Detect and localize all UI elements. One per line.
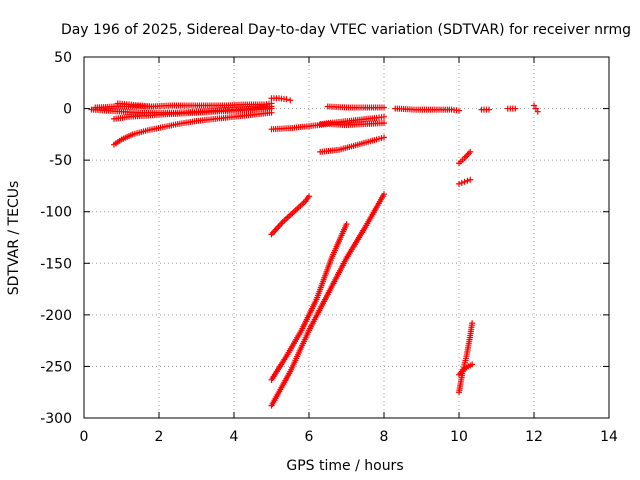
data-point	[512, 105, 519, 112]
data-point	[456, 107, 462, 114]
x-tick-label: 6	[305, 429, 314, 445]
x-tick-label: 12	[525, 429, 543, 445]
y-tick-label: -150	[40, 256, 72, 272]
axis-ticks: 0 2 4 6 8 10 12 14 50 0 -50 -100 -150 -200 -250 -300	[40, 50, 618, 445]
x-tick-label: 8	[380, 429, 389, 445]
data-points	[88, 95, 541, 409]
data-point	[287, 97, 294, 104]
data-point	[381, 191, 387, 198]
data-point	[532, 105, 539, 112]
data-point	[467, 176, 474, 183]
data-point	[458, 179, 465, 186]
y-tick-label: -100	[40, 205, 72, 221]
y-tick-label: 0	[63, 102, 72, 118]
x-tick-label: 2	[155, 429, 164, 445]
y-tick-label: -300	[40, 411, 72, 427]
data-point	[148, 103, 155, 110]
data-point	[464, 177, 471, 184]
data-point	[343, 221, 350, 228]
data-point	[283, 96, 290, 103]
x-tick-label: 14	[600, 429, 618, 445]
data-point	[531, 102, 537, 109]
data-point	[469, 320, 476, 327]
data-point	[381, 104, 387, 111]
data-point	[534, 108, 541, 115]
y-tick-label: -200	[40, 308, 72, 324]
x-axis-label: GPS time / hours	[286, 458, 403, 474]
y-axis-label: SDTVAR / TECUs	[6, 181, 22, 296]
data-point	[381, 120, 387, 127]
y-tick-label: -50	[49, 153, 72, 169]
data-point	[456, 180, 462, 187]
y-tick-label: 50	[54, 50, 72, 66]
data-point	[381, 134, 387, 141]
data-point	[381, 113, 387, 120]
plot-border	[83, 56, 610, 419]
x-tick-label: 0	[80, 429, 89, 445]
data-point	[461, 178, 468, 185]
data-point	[486, 106, 492, 113]
data-point	[469, 361, 476, 368]
data-point	[268, 100, 275, 107]
data-point	[306, 193, 312, 200]
data-point	[467, 148, 474, 155]
y-tick-label: -250	[40, 359, 72, 375]
data-point	[268, 109, 275, 116]
x-tick-label: 10	[450, 429, 468, 445]
x-tick-label: 4	[230, 429, 239, 445]
chart-title: Day 196 of 2025, Sidereal Day-to-day VTE…	[61, 22, 631, 38]
